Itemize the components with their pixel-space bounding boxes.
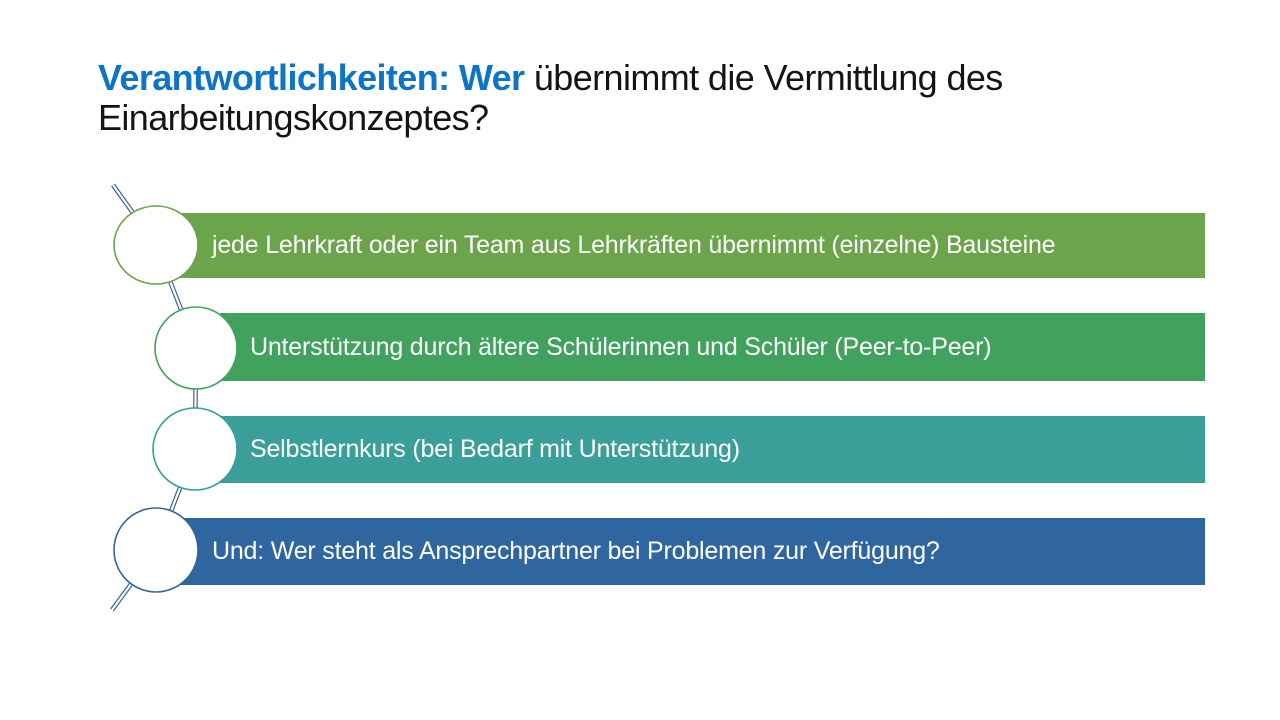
process-bar-2: Unterstützung durch ältere Schülerinnen … [220, 313, 1205, 381]
process-bar-2-label: Unterstützung durch ältere Schülerinnen … [250, 332, 992, 361]
process-bar-4-label: Und: Wer steht als Ansprechpartner bei P… [212, 537, 940, 565]
process-bar-3-label: Selbstlernkurs (bei Bedarf mit Unterstüt… [250, 435, 740, 463]
process-bar-1: jede Lehrkraft oder ein Team aus Lehrkrä… [180, 213, 1205, 278]
process-bar-3: Selbstlernkurs (bei Bedarf mit Unterstüt… [220, 416, 1205, 483]
title-line2: Einarbeitungskonzeptes? [98, 97, 489, 138]
process-bar-4: Und: Wer steht als Ansprechpartner bei P… [180, 518, 1205, 585]
process-bar-1-label: jede Lehrkraft oder ein Team aus Lehrkrä… [212, 231, 1056, 259]
slide-title: Verantwortlichkeiten: Wer übernimmt die … [98, 58, 1003, 138]
title-rest: übernimmt die Vermittlung des [524, 57, 1003, 98]
title-highlight: Verantwortlichkeiten: Wer [98, 57, 525, 98]
